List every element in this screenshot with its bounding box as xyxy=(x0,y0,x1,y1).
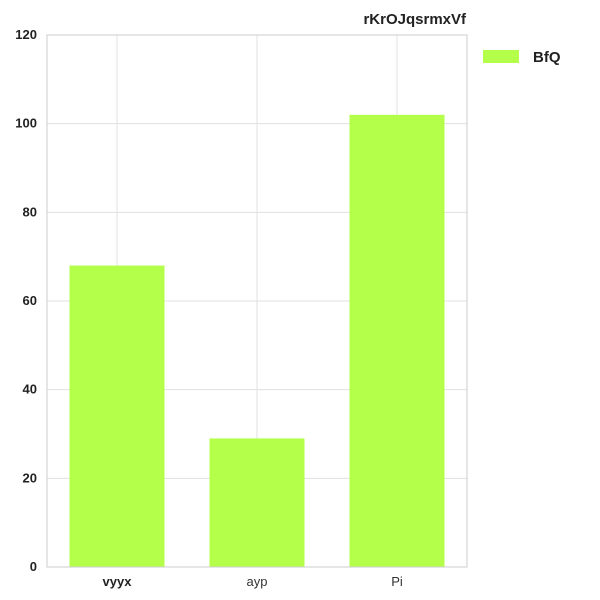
y-axis-ticks: 0 20 40 60 80 100 120 xyxy=(15,27,37,574)
bar-pi xyxy=(349,114,445,568)
x-tick-label-vyyx: vyyx xyxy=(103,574,133,589)
bar-ayp xyxy=(209,438,305,567)
legend-label-bfq: BfQ xyxy=(533,49,561,66)
y-tick-label-60: 60 xyxy=(23,293,37,308)
bars xyxy=(69,114,445,568)
legend: BfQ xyxy=(483,49,561,66)
y-tick-label-120: 120 xyxy=(15,27,37,42)
plot-frame xyxy=(46,34,468,568)
legend-swatch-bfq xyxy=(483,50,519,63)
x-tick-label-ayp: ayp xyxy=(247,574,268,589)
chart-title: rKrOJqsrmxVf xyxy=(363,11,467,28)
y-tick-label-0: 0 xyxy=(30,559,37,574)
x-tick-label-pi: Pi xyxy=(391,574,403,589)
y-tick-label-40: 40 xyxy=(23,382,37,397)
bar-vyyx xyxy=(69,265,165,567)
y-tick-label-20: 20 xyxy=(23,470,37,485)
x-axis-ticks: vyyx ayp Pi xyxy=(103,574,403,589)
y-tick-label-80: 80 xyxy=(23,204,37,219)
y-tick-label-100: 100 xyxy=(15,116,37,131)
